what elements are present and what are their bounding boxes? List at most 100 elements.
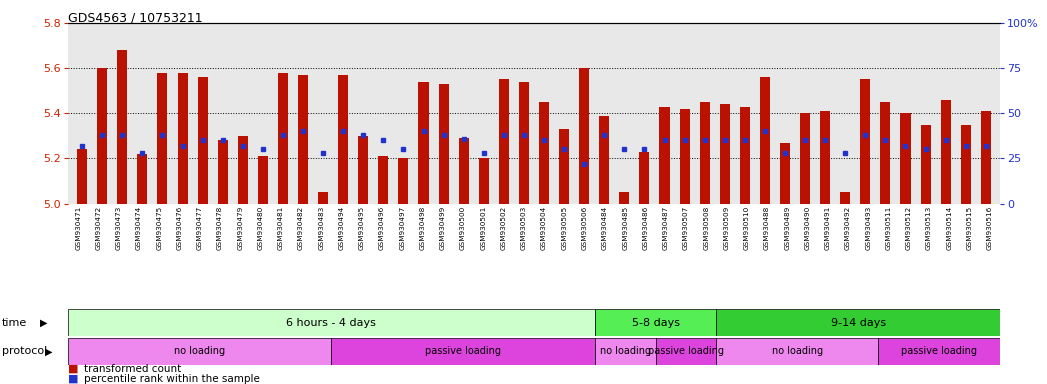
- Text: time: time: [2, 318, 27, 328]
- Text: GSM930490: GSM930490: [804, 205, 810, 250]
- Bar: [117, 50, 128, 204]
- Bar: [198, 77, 207, 204]
- Bar: [655, 338, 716, 365]
- Text: GSM930486: GSM930486: [643, 205, 648, 250]
- Text: GDS4563 / 10753211: GDS4563 / 10753211: [68, 12, 203, 25]
- Bar: [716, 309, 1000, 336]
- Text: GSM930512: GSM930512: [906, 205, 912, 250]
- Text: GSM930502: GSM930502: [500, 205, 507, 250]
- Text: GSM930511: GSM930511: [886, 205, 891, 250]
- Text: GSM930508: GSM930508: [704, 205, 709, 250]
- Bar: [318, 192, 328, 204]
- Text: no loading: no loading: [600, 346, 650, 356]
- Bar: [68, 309, 595, 336]
- Bar: [878, 338, 1000, 365]
- Bar: [660, 106, 669, 204]
- Bar: [68, 338, 332, 365]
- Text: no loading: no loading: [772, 346, 823, 356]
- Text: ▶: ▶: [45, 346, 52, 356]
- Text: GSM930471: GSM930471: [75, 205, 82, 250]
- Text: ■: ■: [68, 364, 79, 374]
- Bar: [780, 142, 790, 204]
- Bar: [620, 192, 629, 204]
- Bar: [699, 102, 710, 204]
- Bar: [900, 113, 911, 204]
- Bar: [358, 136, 369, 204]
- Bar: [940, 100, 951, 204]
- Bar: [861, 79, 870, 204]
- Text: GSM930476: GSM930476: [177, 205, 182, 250]
- Text: GSM930506: GSM930506: [582, 205, 587, 250]
- Text: GSM930499: GSM930499: [440, 205, 446, 250]
- Text: passive loading: passive loading: [425, 346, 502, 356]
- Text: GSM930496: GSM930496: [379, 205, 385, 250]
- Text: GSM930495: GSM930495: [359, 205, 364, 250]
- Bar: [137, 154, 148, 204]
- Text: GSM930505: GSM930505: [561, 205, 567, 250]
- Text: percentile rank within the sample: percentile rank within the sample: [84, 374, 260, 384]
- Bar: [961, 124, 971, 204]
- Bar: [238, 136, 248, 204]
- Bar: [459, 138, 469, 204]
- Text: ■: ■: [68, 374, 79, 384]
- Bar: [338, 75, 349, 204]
- Text: GSM930484: GSM930484: [602, 205, 608, 250]
- Bar: [97, 68, 107, 204]
- Bar: [478, 158, 489, 204]
- Text: 5-8 days: 5-8 days: [631, 318, 680, 328]
- Text: GSM930492: GSM930492: [845, 205, 851, 250]
- Text: GSM930480: GSM930480: [258, 205, 264, 250]
- Bar: [277, 73, 288, 204]
- Bar: [519, 82, 529, 204]
- Text: GSM930494: GSM930494: [338, 205, 344, 250]
- Bar: [77, 149, 87, 204]
- Text: passive loading: passive loading: [901, 346, 977, 356]
- Text: GSM930487: GSM930487: [663, 205, 669, 250]
- Bar: [640, 152, 649, 204]
- Text: GSM930503: GSM930503: [520, 205, 527, 250]
- Text: GSM930475: GSM930475: [156, 205, 162, 250]
- Bar: [981, 111, 990, 204]
- Text: GSM930501: GSM930501: [481, 205, 486, 250]
- Bar: [599, 116, 609, 204]
- Bar: [332, 338, 595, 365]
- Text: GSM930473: GSM930473: [116, 205, 121, 250]
- Text: GSM930478: GSM930478: [217, 205, 223, 250]
- Text: GSM930498: GSM930498: [420, 205, 425, 250]
- Text: GSM930474: GSM930474: [136, 205, 142, 250]
- Bar: [800, 113, 810, 204]
- Text: GSM930509: GSM930509: [723, 205, 730, 250]
- Text: GSM930485: GSM930485: [622, 205, 628, 250]
- Text: GSM930491: GSM930491: [825, 205, 830, 250]
- Text: 6 hours - 4 days: 6 hours - 4 days: [287, 318, 376, 328]
- Text: no loading: no loading: [174, 346, 225, 356]
- Bar: [178, 73, 187, 204]
- Text: GSM930488: GSM930488: [764, 205, 770, 250]
- Bar: [740, 106, 750, 204]
- Bar: [218, 140, 227, 204]
- Text: GSM930507: GSM930507: [683, 205, 689, 250]
- Text: GSM930482: GSM930482: [298, 205, 304, 250]
- Text: protocol: protocol: [2, 346, 47, 356]
- Bar: [298, 75, 308, 204]
- Bar: [579, 68, 589, 204]
- Text: GSM930497: GSM930497: [399, 205, 405, 250]
- Bar: [760, 77, 770, 204]
- Text: passive loading: passive loading: [648, 346, 723, 356]
- Text: GSM930479: GSM930479: [238, 205, 243, 250]
- Text: ▶: ▶: [40, 318, 47, 328]
- Text: GSM930513: GSM930513: [926, 205, 932, 250]
- Bar: [559, 129, 570, 204]
- Bar: [820, 111, 830, 204]
- Bar: [399, 158, 408, 204]
- Text: GSM930510: GSM930510: [743, 205, 750, 250]
- Bar: [841, 192, 850, 204]
- Text: GSM930516: GSM930516: [986, 205, 993, 250]
- Bar: [539, 102, 549, 204]
- Text: GSM930514: GSM930514: [946, 205, 952, 250]
- Bar: [920, 124, 931, 204]
- Bar: [439, 84, 448, 204]
- Text: GSM930483: GSM930483: [318, 205, 325, 250]
- Bar: [378, 156, 388, 204]
- Bar: [258, 156, 268, 204]
